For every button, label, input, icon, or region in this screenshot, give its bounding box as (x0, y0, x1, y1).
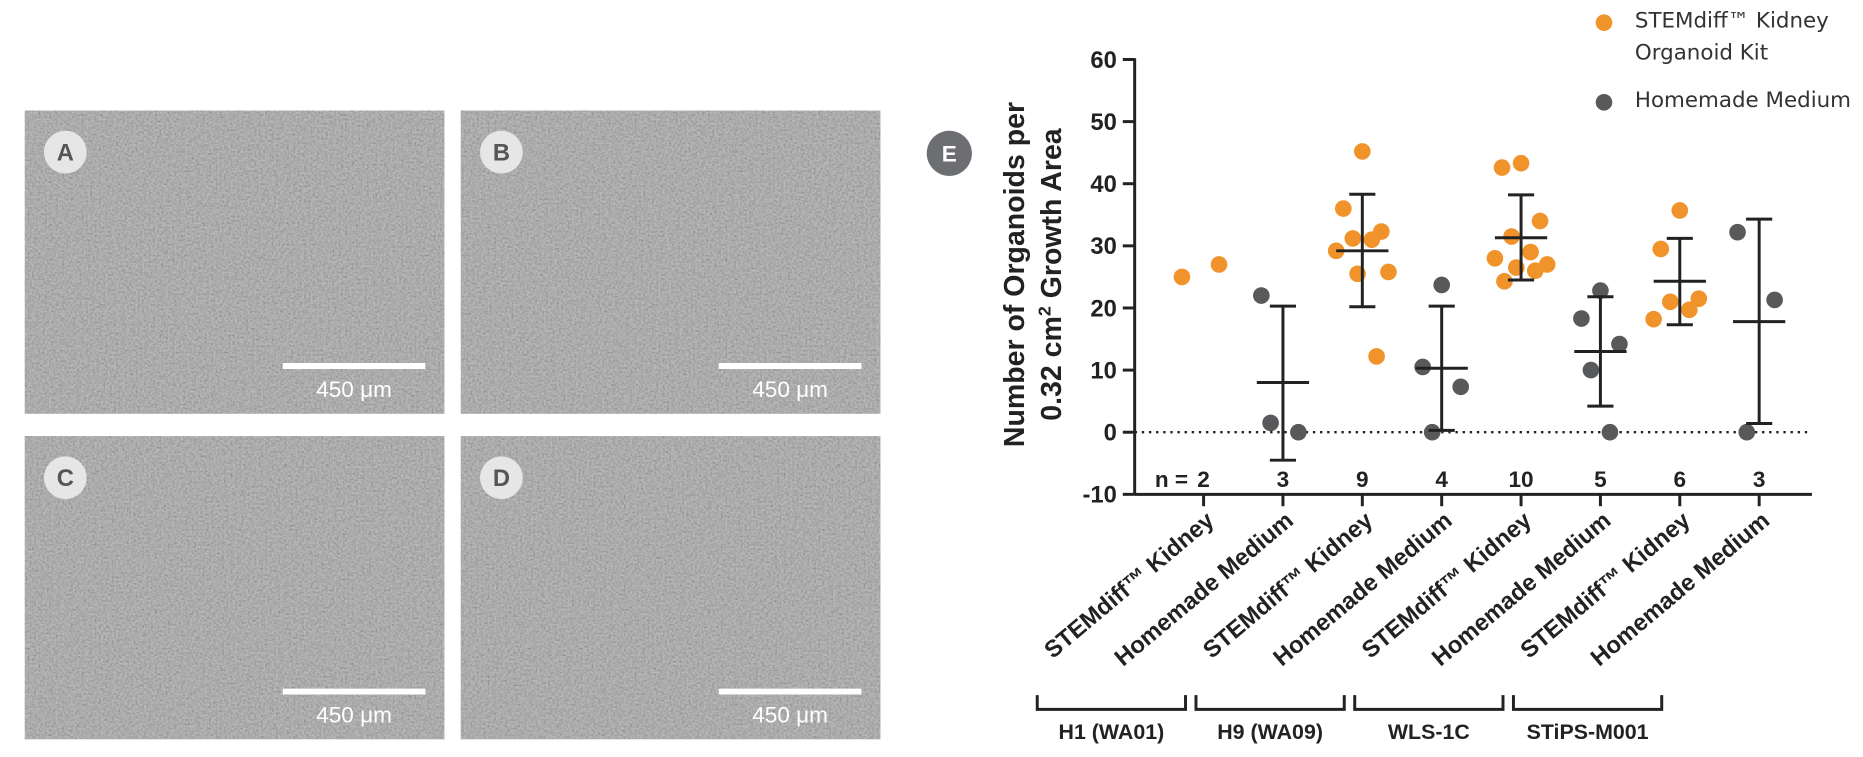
data-point (1354, 143, 1371, 160)
data-point (1573, 310, 1590, 327)
n-label: 5 (1594, 467, 1607, 492)
data-point (1531, 212, 1549, 230)
bracket (1035, 695, 1188, 711)
cell-line-label: STiPS-M001 (1527, 720, 1649, 744)
data-point (1423, 423, 1441, 441)
data-point (1486, 249, 1504, 267)
scale-bar-label: 450 μm (752, 377, 828, 402)
scale-bar-label: 450 μm (316, 377, 392, 402)
data-point (1380, 263, 1397, 281)
data-point (1290, 423, 1307, 441)
legend-marker (1595, 93, 1613, 111)
y-tick-label: 30 (1090, 233, 1116, 260)
y-label-part: Growth Area (1036, 127, 1068, 306)
legend-entry: Homemade Medium (1634, 88, 1852, 113)
data-point (1592, 282, 1609, 299)
n-label: 3 (1277, 467, 1290, 492)
y-axis-label: 0.32 cm2 Growth Area (1034, 127, 1068, 421)
bracket (1511, 695, 1664, 711)
data-point (1173, 268, 1191, 286)
data-point (1582, 361, 1600, 379)
data-point (1262, 414, 1279, 432)
data-point (1496, 272, 1513, 290)
panel-label: D (493, 465, 510, 492)
data-point (1344, 230, 1362, 247)
data-point (1601, 423, 1619, 441)
data-point (1661, 293, 1679, 311)
bracket (1194, 695, 1346, 711)
data-point (1253, 287, 1270, 304)
data-point (1671, 202, 1689, 219)
y-tick-label: -10 (1083, 482, 1117, 509)
micrograph-texture (24, 110, 445, 414)
y-tick-label: 0 (1104, 420, 1117, 447)
n-label: 6 (1674, 467, 1687, 492)
data-point (1766, 291, 1783, 309)
n-label: 2 (1197, 467, 1210, 492)
cell-line-label: H1 (WA01) (1059, 720, 1165, 744)
data-point (1680, 301, 1698, 319)
panel-badge (43, 456, 87, 500)
cell-line-label: H9 (WA09) (1217, 720, 1323, 744)
legend-entry: STEMdiff™ Kidney Organoid Kit (1634, 8, 1829, 66)
scale-bar-label: 450 μm (752, 702, 828, 727)
legend-label: STEMdiff™ Kidney Organoid Kit (1634, 8, 1829, 66)
data-point (1512, 154, 1530, 172)
data-point (1645, 310, 1662, 328)
bracket (1353, 695, 1505, 711)
legend-marker (1595, 14, 1613, 31)
data-point (1611, 335, 1628, 353)
data-point (1368, 348, 1385, 365)
y-label-part: 0.32 cm (1036, 316, 1068, 421)
data-point (1522, 243, 1539, 261)
n-label: 4 (1435, 467, 1448, 492)
panel-label: E (942, 142, 957, 167)
panel-badge (43, 130, 87, 174)
y-tick-label: 60 (1090, 47, 1116, 74)
data-point (1690, 290, 1708, 307)
data-point (1452, 378, 1470, 396)
micrograph-texture (460, 110, 881, 414)
data-point (1334, 200, 1352, 217)
panel-badge (926, 130, 972, 176)
data-point (1210, 256, 1228, 273)
y-tick-label: 40 (1090, 171, 1116, 198)
panel-badge (480, 456, 523, 500)
data-point (1493, 159, 1511, 176)
y-tick-label: 50 (1090, 109, 1116, 136)
panel-label: C (57, 465, 74, 492)
data-point (1738, 423, 1756, 441)
y-axis-label: Number of Organoids per (999, 102, 1031, 447)
n-label: 9 (1356, 467, 1369, 492)
n-label: 10 (1508, 467, 1533, 492)
y-label-sup: 2 (1034, 306, 1054, 316)
data-point (1652, 240, 1670, 258)
y-tick-label: 20 (1090, 295, 1116, 322)
legend-label: Homemade Medium (1634, 88, 1852, 113)
panel-badge (480, 130, 523, 174)
panel-label: B (493, 139, 510, 166)
data-point (1363, 231, 1381, 248)
data-point (1729, 223, 1746, 241)
cell-line-label: WLS-1C (1388, 720, 1470, 744)
n-label: 3 (1753, 467, 1766, 492)
n-prefix: n = (1155, 467, 1188, 492)
panel-label: A (57, 139, 74, 166)
data-point (1526, 262, 1544, 280)
scale-bar-label: 450 μm (316, 702, 392, 727)
y-label-line: Number of Organoids per (999, 102, 1031, 447)
y-tick-label: 10 (1090, 357, 1116, 384)
data-point (1433, 276, 1451, 294)
